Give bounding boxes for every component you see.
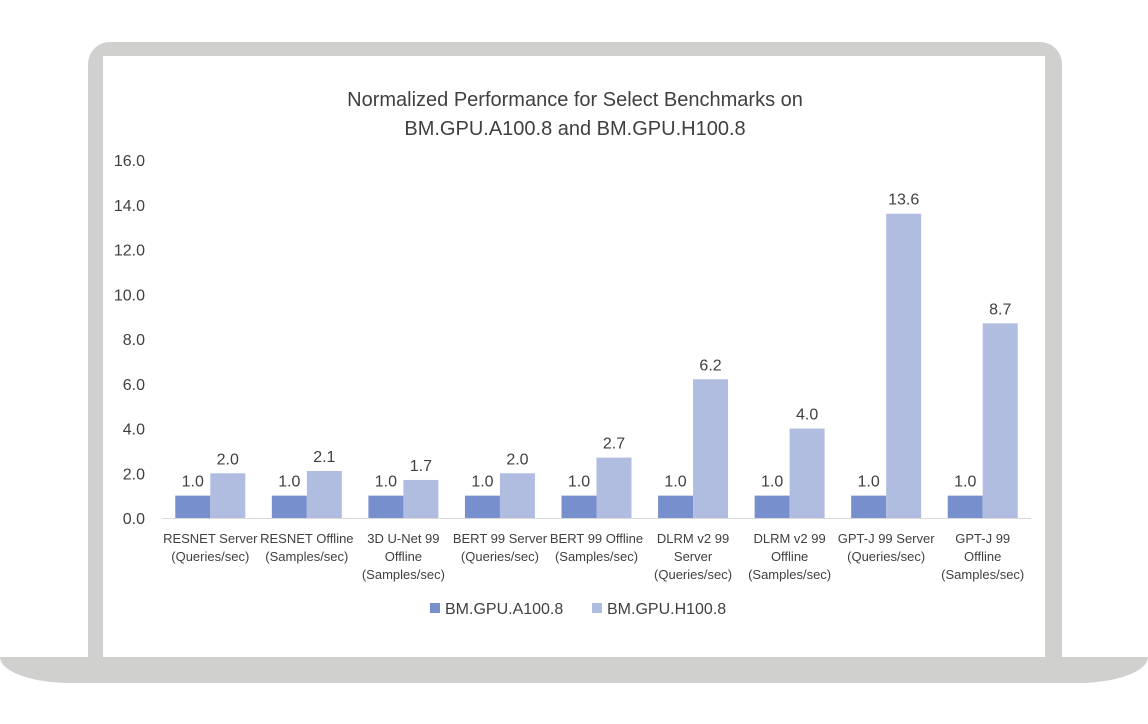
y-tick-label: 10.0	[114, 287, 145, 304]
bar-a100	[464, 495, 500, 518]
data-label: 1.0	[664, 474, 686, 491]
x-tick-label: (Samples/sec)	[941, 567, 1024, 582]
bar-h100	[982, 323, 1018, 518]
bar-h100	[499, 473, 535, 518]
x-tick-label: (Samples/sec)	[748, 567, 831, 582]
y-tick-label: 6.0	[123, 377, 145, 394]
x-tick-label: Server	[674, 549, 713, 564]
x-tick-label: 3D U-Net 99	[367, 531, 439, 546]
data-label: 1.0	[278, 474, 300, 491]
data-label: 6.2	[699, 357, 721, 374]
y-tick-label: 16.0	[114, 153, 145, 170]
x-tick-label: (Queries/sec)	[171, 549, 249, 564]
x-tick-label: (Queries/sec)	[654, 567, 732, 582]
x-tick-label: Offline	[771, 549, 808, 564]
y-tick-label: 14.0	[114, 198, 145, 215]
y-tick-label: 2.0	[123, 466, 145, 483]
bar-h100	[789, 428, 825, 518]
y-tick-label: 4.0	[123, 422, 145, 439]
x-tick-label: DLRM v2 99	[657, 531, 729, 546]
chart-title-line-1: Normalized Performance for Select Benchm…	[347, 89, 803, 111]
data-label: 1.0	[761, 474, 783, 491]
data-label: 1.0	[954, 474, 976, 491]
y-tick-label: 8.0	[123, 332, 145, 349]
bar-a100	[947, 495, 983, 518]
data-label: 1.7	[410, 458, 432, 475]
x-tick-label: GPT-J 99	[955, 531, 1010, 546]
x-tick-label: (Samples/sec)	[555, 549, 638, 564]
data-label: 2.0	[506, 451, 528, 468]
x-tick-label: Offline	[385, 549, 422, 564]
bar-a100	[368, 495, 404, 518]
data-label: 1.0	[471, 474, 493, 491]
bar-h100	[596, 457, 632, 518]
bar-h100	[210, 473, 246, 518]
bar-a100	[851, 495, 887, 518]
bar-a100	[754, 495, 790, 518]
x-tick-label: BERT 99 Offline	[550, 531, 643, 546]
bar-a100	[561, 495, 597, 518]
legend-swatch	[592, 603, 602, 613]
y-tick-label: 0.0	[123, 511, 145, 528]
x-tick-label: GPT-J 99 Server	[838, 531, 935, 546]
bar-h100	[886, 213, 922, 518]
legend-label: BM.GPU.H100.8	[607, 601, 726, 618]
legend-label: BM.GPU.A100.8	[445, 601, 563, 618]
data-label: 1.0	[858, 474, 880, 491]
laptop-base	[0, 657, 1148, 683]
x-tick-label: (Samples/sec)	[265, 549, 348, 564]
data-label: 2.0	[217, 451, 239, 468]
x-tick-label: (Queries/sec)	[461, 549, 539, 564]
legend-swatch	[430, 603, 440, 613]
y-tick-label: 12.0	[114, 243, 145, 260]
x-tick-label: BERT 99 Server	[453, 531, 548, 546]
data-label: 1.0	[182, 474, 204, 491]
bar-h100	[693, 379, 729, 518]
bar-h100	[306, 471, 342, 518]
data-label: 8.7	[989, 301, 1011, 318]
data-label: 2.1	[313, 449, 335, 466]
data-label: 2.7	[603, 436, 625, 453]
data-label: 1.0	[375, 474, 397, 491]
bar-a100	[658, 495, 694, 518]
x-tick-label: RESNET Server	[163, 531, 258, 546]
x-tick-label: Offline	[964, 549, 1001, 564]
bar-a100	[271, 495, 307, 518]
data-label: 4.0	[796, 407, 818, 424]
x-tick-label: (Queries/sec)	[847, 549, 925, 564]
x-tick-label: (Samples/sec)	[362, 567, 445, 582]
data-label: 1.0	[568, 474, 590, 491]
x-tick-label: DLRM v2 99	[753, 531, 825, 546]
data-label: 13.6	[888, 192, 919, 209]
x-tick-label: RESNET Offline	[260, 531, 353, 546]
bar-a100	[175, 495, 211, 518]
chart-title-line-2: BM.GPU.A100.8 and BM.GPU.H100.8	[404, 118, 745, 140]
bar-h100	[403, 479, 439, 518]
